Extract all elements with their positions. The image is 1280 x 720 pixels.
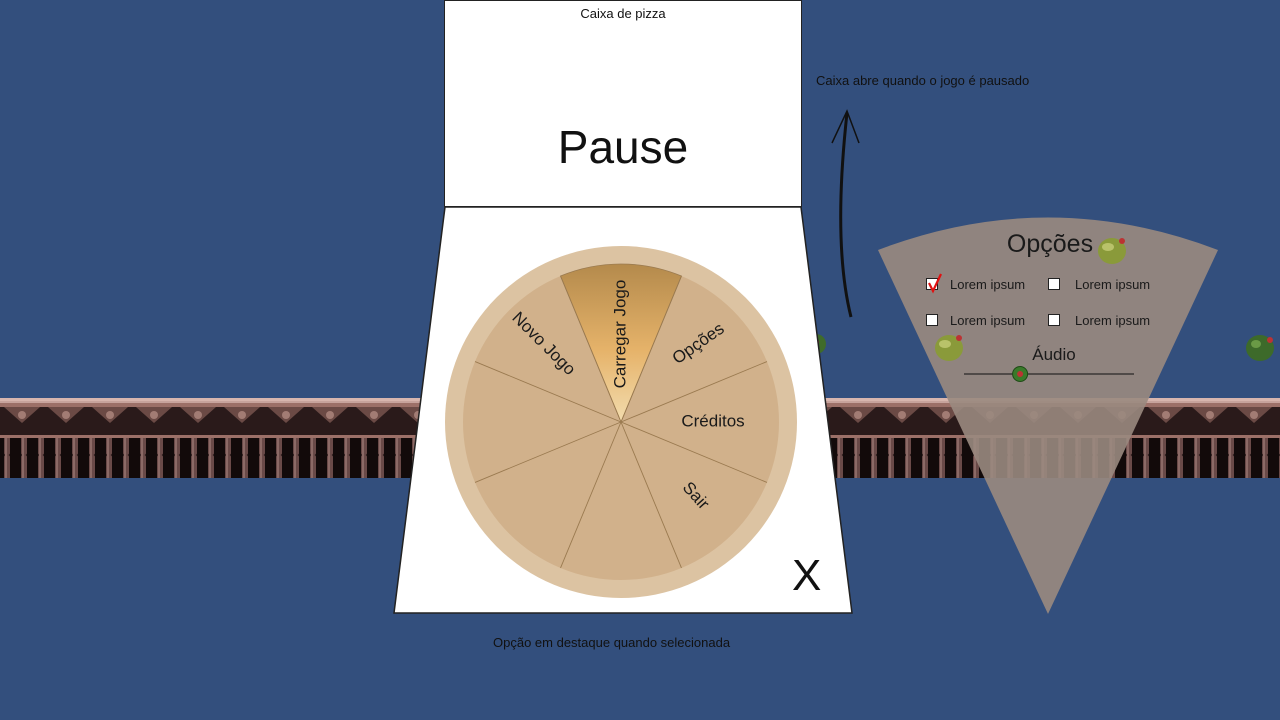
option-label-2: Lorem ipsum [1075,277,1151,292]
lid-caption: Caixa de pizza [580,6,666,21]
pizza-slice-selected[interactable] [560,263,682,424]
option-label-3: Lorem ipsum [950,313,1026,328]
option-label-1: Lorem ipsum [950,277,1026,292]
option-checkbox-2[interactable] [1048,278,1060,290]
pizza-cut-line [474,421,622,483]
option-label-4: Lorem ipsum [1075,313,1151,328]
annotation-highlight: Opção em destaque quando selecionada [493,635,731,650]
pizza-cut-line [620,361,768,423]
audio-slider[interactable] [962,364,1136,386]
options-title: Opções [1006,230,1094,258]
option-checkbox-4[interactable] [1048,314,1060,326]
olive-icon [1098,238,1126,264]
pizza-cut-line [620,275,682,423]
pizza-box-lid [444,0,802,207]
annotation-opens: Caixa abre quando o jogo é pausado [816,73,1030,88]
pause-title: Pause [557,121,689,173]
pizza-cut-line [620,421,682,569]
pizza-cut-line [560,421,622,569]
pizza-cut-line [620,421,768,483]
checkmark-icon [928,273,942,294]
close-button[interactable]: X [792,551,822,600]
pizza-cut-line [474,361,622,423]
olive-icon [1246,335,1274,361]
menu-item-creditos[interactable]: Créditos [681,411,744,430]
menu-item-carregar-jogo[interactable]: Carregar Jogo [610,280,629,389]
pizza-cut-line [560,275,622,423]
options-panel [878,217,1218,614]
audio-label: Áudio [1032,345,1076,364]
option-checkbox-3[interactable] [926,314,938,326]
arrow-up-icon [831,109,860,318]
audio-knob-dot [1017,371,1024,377]
olive-icon [935,335,963,361]
